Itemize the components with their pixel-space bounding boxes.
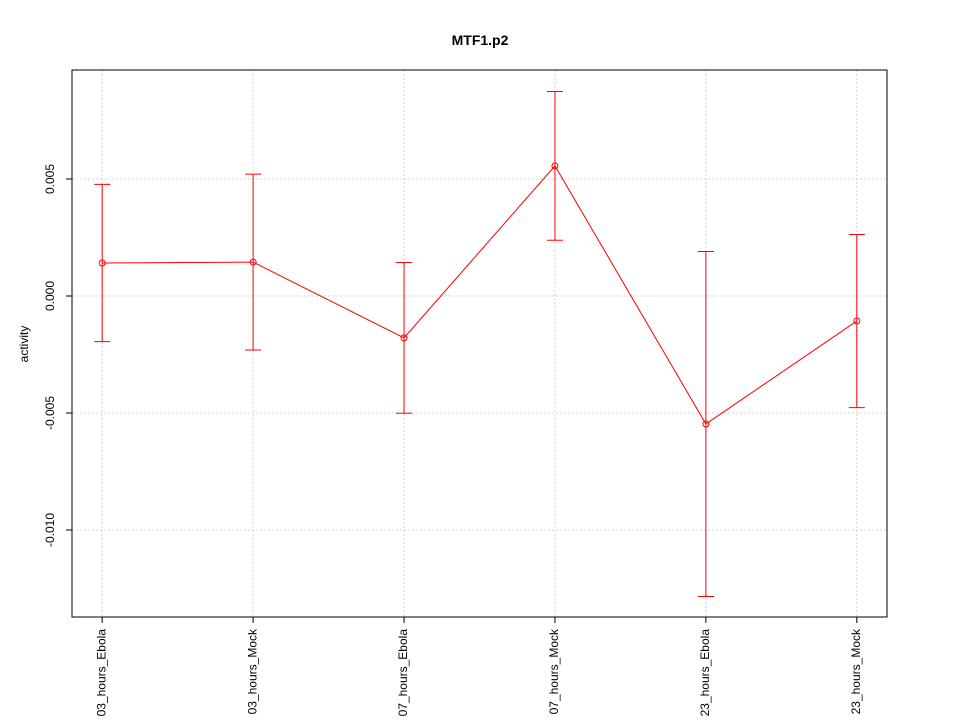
error-bar — [94, 183, 111, 343]
data-point — [98, 259, 106, 267]
error-bar — [396, 262, 413, 414]
x-tick-label: 23_hours_Mock — [849, 628, 863, 714]
error-bar — [245, 173, 262, 351]
plot-frame — [71, 69, 888, 618]
error-bar — [848, 233, 865, 409]
data-line — [102, 165, 858, 425]
data-point — [249, 258, 257, 266]
chart-title: MTF1.p2 — [452, 32, 509, 48]
y-tick-label: 0.000 — [43, 281, 57, 311]
x-tick-label: 07_hours_Ebola — [396, 629, 410, 717]
x-tick-label: 07_hours_Mock — [547, 628, 561, 714]
x-tick-label: 03_hours_Mock — [245, 628, 259, 714]
data-point — [702, 420, 710, 428]
y-tick-label: 0.005 — [43, 164, 57, 194]
error-bar — [697, 251, 714, 597]
y-tick-label: -0.005 — [43, 396, 57, 430]
y-axis-label: activity — [17, 326, 31, 363]
data-point — [551, 162, 559, 170]
data-point — [400, 334, 408, 342]
x-tick-label: 23_hours_Ebola — [698, 629, 712, 717]
y-tick-label: -0.010 — [43, 513, 57, 547]
x-tick-label: 03_hours_Ebola — [94, 629, 108, 717]
data-point — [853, 317, 861, 325]
error-bar — [546, 90, 563, 241]
